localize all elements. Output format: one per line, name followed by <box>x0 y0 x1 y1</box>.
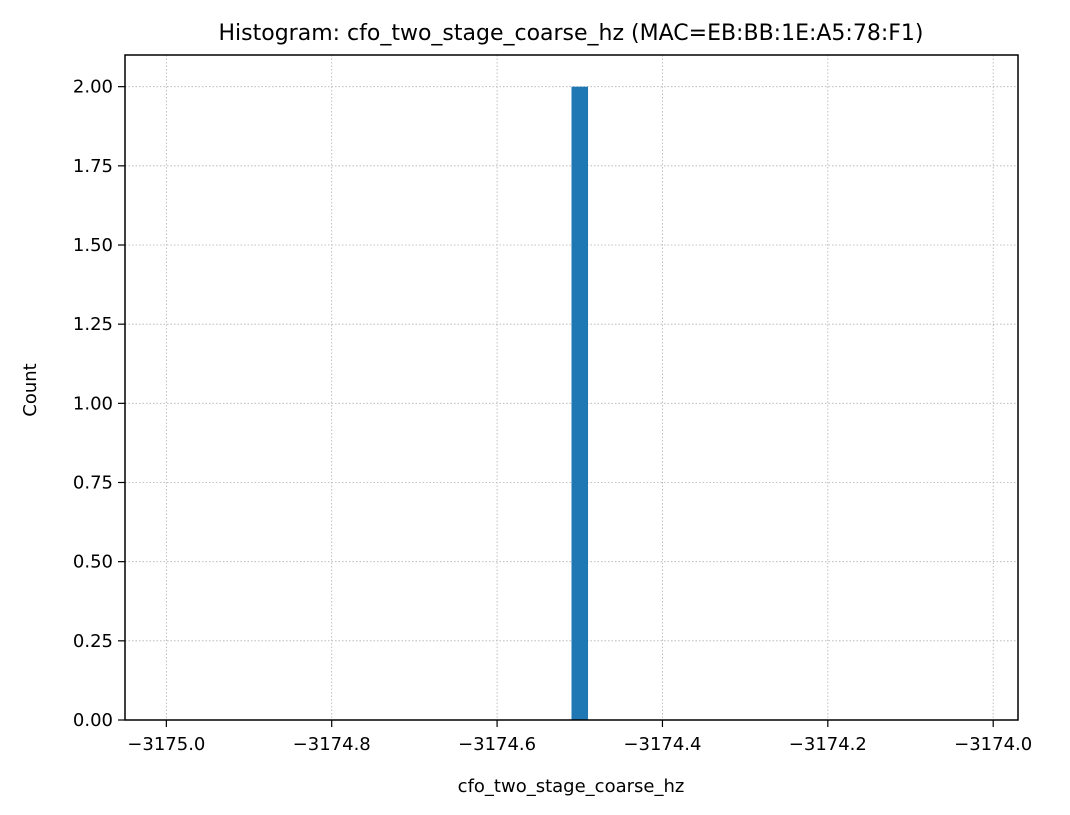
y-axis-ticks: 0.00 0.25 0.50 0.75 1.00 1.25 1.50 1.75 2.00 <box>73 77 125 731</box>
x-axis-label: cfo_two_stage_coarse_hz <box>458 776 685 797</box>
grid <box>125 55 1018 721</box>
x-tick-label: −3174.8 <box>293 734 371 755</box>
x-tick-label: −3174.6 <box>458 734 536 755</box>
y-tick-label: 0.25 <box>73 631 113 652</box>
y-tick-label: 1.50 <box>73 235 113 256</box>
y-tick-label: 0.75 <box>73 473 113 494</box>
x-axis-ticks: −3175.0 −3174.8 −3174.6 −3174.4 −3174.2 −3174… <box>127 720 1032 755</box>
y-tick-label: 0.00 <box>73 710 113 731</box>
x-tick-label: −3174.4 <box>623 734 701 755</box>
bars <box>571 86 589 720</box>
y-axis-label: Count <box>20 363 41 416</box>
y-tick-label: 1.00 <box>73 393 113 414</box>
y-tick-label: 0.50 <box>73 552 113 573</box>
histogram-bar <box>571 86 589 720</box>
chart-title: Histogram: cfo_two_stage_coarse_hz (MAC=… <box>219 21 924 46</box>
y-tick-label: 1.25 <box>73 314 113 335</box>
y-tick-label: 1.75 <box>73 156 113 177</box>
x-tick-label: −3174.0 <box>954 734 1032 755</box>
x-tick-label: −3175.0 <box>127 734 205 755</box>
plot-frame <box>124 54 1019 721</box>
x-tick-label: −3174.2 <box>789 734 867 755</box>
y-tick-label: 2.00 <box>73 77 113 98</box>
